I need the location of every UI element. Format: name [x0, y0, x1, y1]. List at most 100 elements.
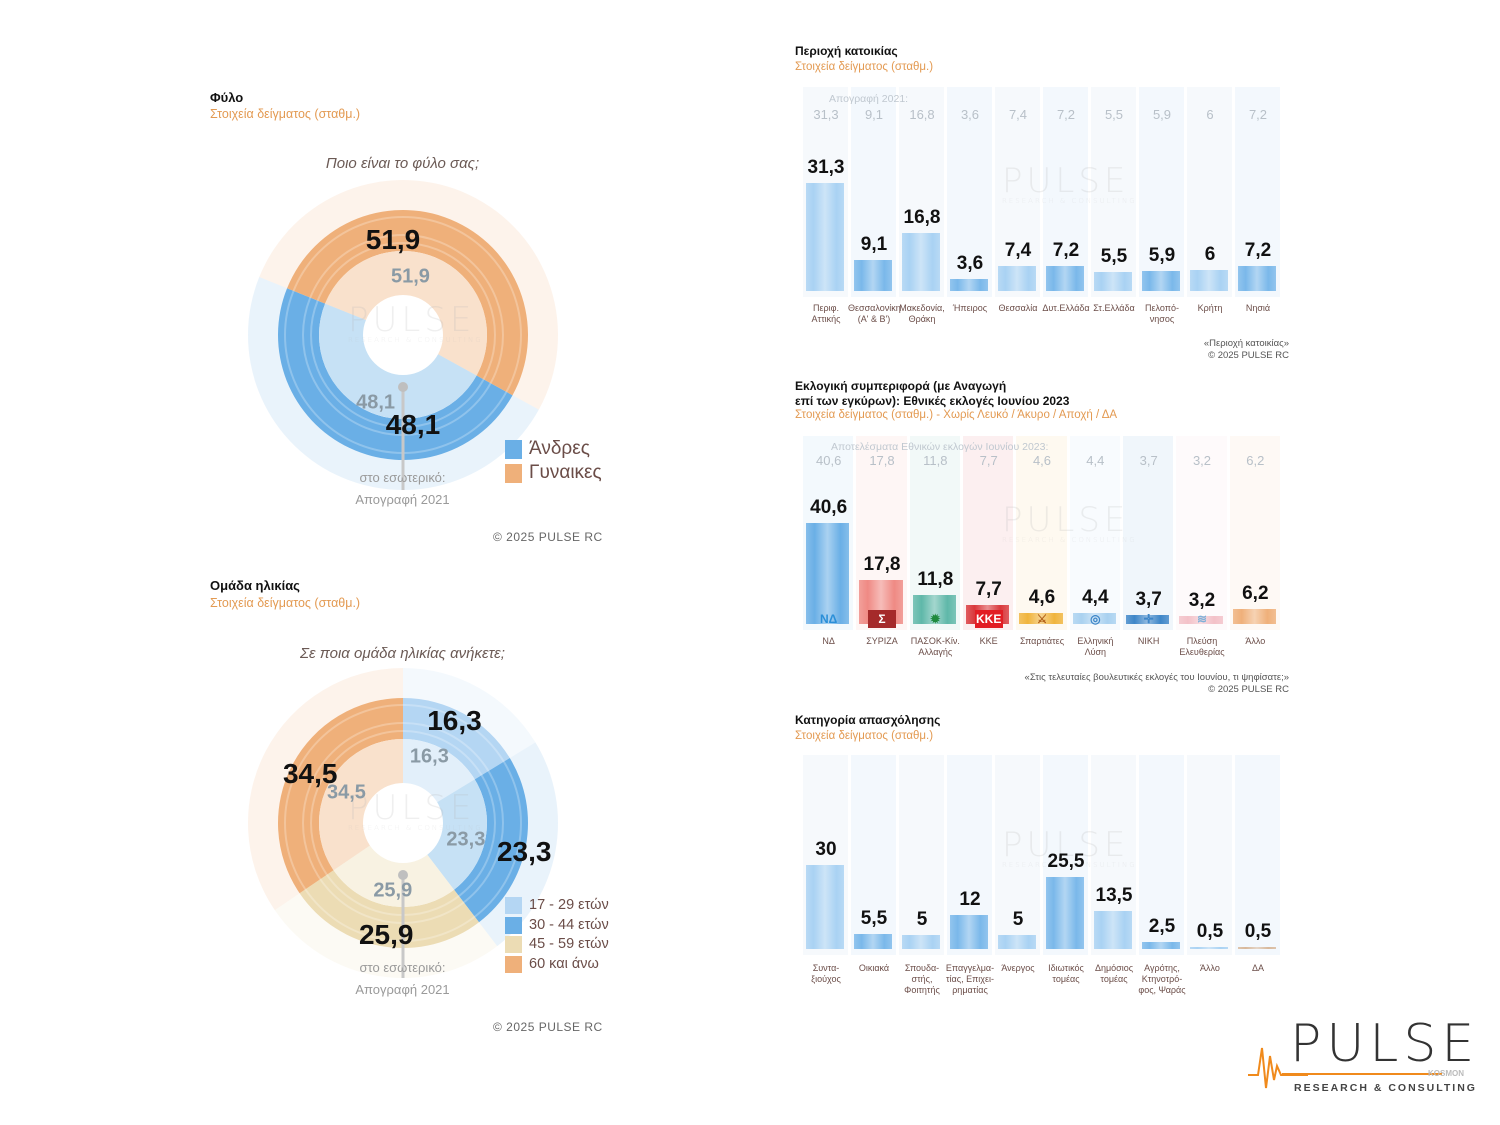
sample-value-label: 51,9	[365, 224, 421, 256]
bar-value-label: 30	[815, 838, 837, 860]
legend-item: 45 - 59 ετών	[505, 935, 609, 955]
census-value-label: 6	[1206, 107, 1214, 122]
gender-question: Ποιο είναι το φύλο σας;	[325, 155, 480, 172]
bar-value-label: 12	[959, 889, 981, 911]
category-label: Δημόσιος τομέας	[1094, 963, 1134, 984]
bar-value-label: 0,5	[1244, 921, 1272, 942]
census-value-label: 48,1	[356, 391, 396, 414]
census-ring-segment	[333, 844, 455, 907]
bar-value-label: 5	[1012, 908, 1024, 930]
bar-value-label: 16,8	[903, 207, 941, 229]
census-value-label: 17,8	[869, 453, 895, 468]
census-value-label: 3,7	[1139, 453, 1158, 468]
column-background	[1229, 436, 1280, 630]
bar-value-label: 6	[1204, 244, 1216, 266]
legend-label: 17 - 29 ετών	[529, 897, 609, 913]
column-background	[1139, 87, 1184, 297]
legend-label: 30 - 44 ετών	[529, 916, 609, 933]
category-label: Οικιακά	[858, 963, 890, 973]
title-line: Εκλογική συμπεριφορά (με Αναγωγή	[795, 379, 1007, 393]
category-label: ΝΔ	[822, 636, 835, 646]
column-background	[1043, 87, 1088, 297]
bar	[1190, 270, 1228, 291]
census-value-label: 11,8	[923, 453, 948, 468]
bar	[1019, 612, 1063, 624]
spartiates-logo-icon: ⚔	[1036, 612, 1048, 626]
category-label: Πελοπό-νησος	[1145, 303, 1179, 324]
watermark: PULSE RESEARCH & CONSULTING	[348, 788, 483, 832]
footnote-question: «Περιοχή κατοικίας»	[1203, 338, 1289, 349]
sample-ring-segment	[278, 288, 513, 461]
bar	[1190, 947, 1228, 949]
plefsi-logo-icon: ≋	[1196, 612, 1208, 626]
legend-item: 60 και άνω	[505, 955, 609, 975]
category-label: ΔΑ	[1251, 963, 1264, 973]
legend-swatch	[505, 463, 522, 483]
category-label: Στ.Ελλάδα	[1093, 303, 1135, 313]
employment-title: Κατηγορία απασχόλησης	[795, 713, 941, 727]
census-ring-segment	[426, 779, 487, 890]
category-label: Σπαρτιάτες	[1019, 636, 1065, 646]
pulse-heartbeat-icon	[1248, 1047, 1308, 1089]
column-background	[1091, 87, 1136, 297]
bar-value-label: 4,6	[1028, 586, 1056, 608]
nd-logo-icon: ΝΔ	[820, 612, 838, 626]
gender-copyright: © 2025 PULSE RC	[493, 530, 603, 544]
bar-value-label: 25,5	[1047, 851, 1085, 873]
category-label: Περιφ. Αττικής	[811, 303, 841, 324]
census-value-label: 23,3	[446, 828, 486, 851]
column-background	[899, 755, 944, 955]
pointer-dot	[398, 870, 408, 880]
age-note: στο εσωτερικό: Απογραφή 2021	[330, 957, 475, 1001]
census-value-label: 9,1	[864, 107, 884, 122]
age-title: Ομάδα ηλικίας	[210, 578, 300, 593]
census-value-label: 3,2	[1192, 453, 1212, 468]
census-value-label: 7,2	[1248, 107, 1268, 122]
watermark: PULSE RESEARCH & CONSULTING	[348, 300, 483, 344]
column-background	[1139, 755, 1184, 955]
category-label: Σπουδα-στής, Φοιτητής	[904, 963, 940, 995]
logo-tagline: RESEARCH & CONSULTING	[1294, 1082, 1477, 1094]
sample-ring-segment	[454, 758, 528, 923]
column-background	[995, 87, 1040, 297]
employment-bar-chart: PULSE RESEARCH & CONSULTING 30 Συντα-ξιούχ…	[802, 755, 1282, 1000]
vote-footnote: «Στις τελευταίες βουλευτικές εκλογές του…	[900, 672, 1289, 696]
category-label: ΠΑΣΟΚ-Κίν. Αλλαγής	[910, 636, 960, 657]
footnote-question: «Στις τελευταίες βουλευτικές εκλογές του…	[1024, 672, 1289, 683]
bar	[998, 934, 1036, 949]
bar	[806, 522, 850, 624]
category-label: Νησιά	[1245, 303, 1271, 313]
bar-value-label: 40,6	[810, 496, 848, 518]
census-ring-segment	[403, 739, 475, 804]
bar	[1179, 616, 1223, 624]
census-value-label: 4,4	[1086, 453, 1105, 468]
watermark: PULSE RESEARCH & CONSULTING	[1002, 161, 1137, 205]
gender-title: Φύλο	[210, 90, 244, 105]
bar	[1046, 877, 1084, 949]
gender-donut-svg	[248, 179, 558, 491]
category-label: Αγρότης, Κτηνοτρό-φος, Ψαράς	[1138, 963, 1186, 995]
census-ring-segment	[325, 251, 487, 376]
sample-ring-segment	[287, 210, 528, 396]
bar	[1094, 911, 1132, 949]
category-label: Θεσσαλία	[998, 303, 1038, 313]
legend-label: Άνδρες	[529, 438, 590, 459]
category-label: Άνεργος	[1001, 963, 1035, 973]
census-label: Απογραφή 2021:	[829, 93, 909, 105]
census-value-label: 34,5	[326, 781, 366, 804]
age-subtitle: Στοιχεία δείγματος (σταθμ.)	[210, 596, 361, 610]
kke-logo-icon: ΚΚΕ	[974, 610, 1003, 628]
sample-ring-segment	[278, 698, 403, 894]
gender-legend: Άνδρες Γυναικες	[505, 437, 602, 485]
bar	[1142, 270, 1180, 291]
bar	[1046, 266, 1084, 291]
bar	[854, 933, 892, 949]
column-background	[1176, 436, 1227, 630]
legend-swatch	[505, 916, 522, 934]
bar-value-label: 11,8	[917, 568, 954, 590]
age-donut-chart: PULSE RESEARCH & CONSULTING 16,3 23,3 25,9 3…	[248, 668, 558, 978]
census-value-label: 51,9	[390, 265, 430, 288]
vote-title: Εκλογική συμπεριφορά (με Αναγωγή επί των…	[795, 379, 1069, 409]
bar	[902, 934, 940, 949]
bar	[854, 259, 892, 291]
